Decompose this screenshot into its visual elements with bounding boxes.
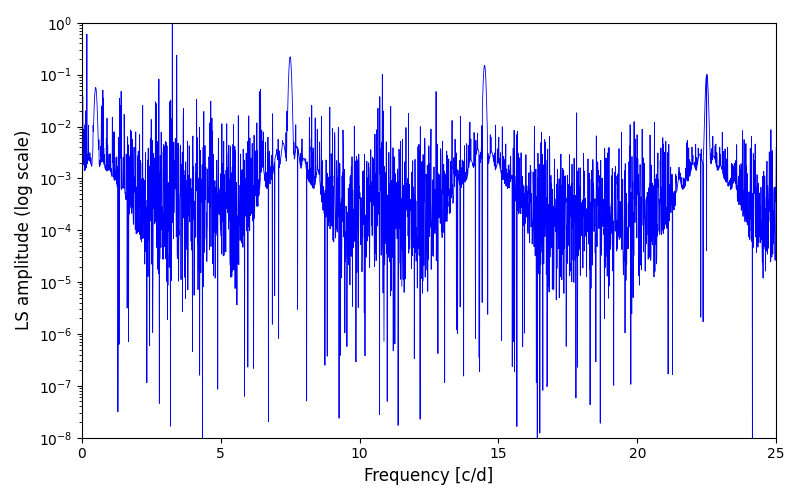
X-axis label: Frequency [c/d]: Frequency [c/d] [364, 467, 494, 485]
Y-axis label: LS amplitude (log scale): LS amplitude (log scale) [15, 130, 33, 330]
